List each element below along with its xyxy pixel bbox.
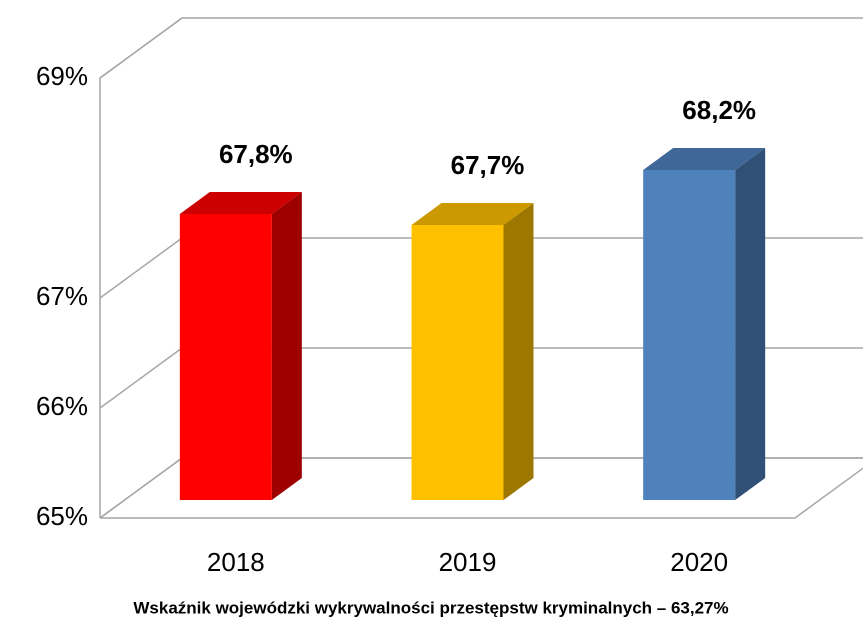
x-tick-label: 2019 xyxy=(439,547,497,577)
x-tick-label: 2020 xyxy=(670,547,728,577)
bar-side xyxy=(735,148,766,500)
bar-side xyxy=(271,192,302,500)
y-tick-label: 66% xyxy=(36,391,88,421)
bar xyxy=(643,170,736,500)
bar-top xyxy=(411,203,534,225)
bar-side xyxy=(503,203,534,500)
bar-top xyxy=(643,148,766,170)
bar xyxy=(411,225,504,500)
bar-top xyxy=(179,192,302,214)
data-label: 67,8% xyxy=(219,139,293,169)
x-tick-label: 2018 xyxy=(207,547,265,577)
y-tick-label: 69% xyxy=(36,61,88,91)
y-tick-label: 65% xyxy=(36,501,88,531)
y-tick-label: 67% xyxy=(36,281,88,311)
data-label: 67,7% xyxy=(451,150,525,180)
caption: Wskaźnik wojewódzki wykrywalności przest… xyxy=(133,598,728,617)
grid-line xyxy=(99,17,863,79)
data-label: 68,2% xyxy=(682,95,756,125)
bar xyxy=(179,214,272,500)
